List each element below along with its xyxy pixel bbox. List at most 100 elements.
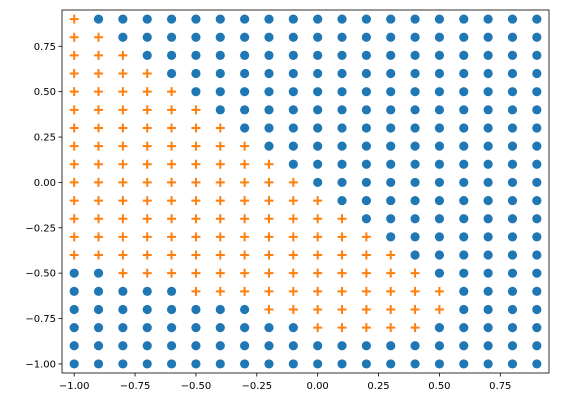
plus-point xyxy=(191,268,201,278)
plus-point xyxy=(410,286,420,296)
circle-point xyxy=(191,87,201,97)
circle-point xyxy=(191,323,201,333)
circle-point xyxy=(410,232,420,242)
plus-point xyxy=(118,123,128,133)
plus-point xyxy=(94,87,104,97)
plus-point xyxy=(313,304,323,314)
circle-point xyxy=(93,323,104,333)
circle-point xyxy=(93,359,104,369)
circle-point xyxy=(532,304,542,315)
circle-point xyxy=(507,159,518,169)
plus-point xyxy=(386,286,396,296)
circle-point xyxy=(166,359,177,369)
circle-point xyxy=(118,286,128,296)
plus-point xyxy=(386,268,396,278)
plus-point xyxy=(142,232,152,242)
circle-point xyxy=(215,304,225,315)
circle-point xyxy=(361,123,371,133)
circle-point xyxy=(483,232,493,242)
circle-point xyxy=(410,141,420,151)
circle-point xyxy=(313,177,323,188)
circle-point xyxy=(93,268,104,278)
circle-point xyxy=(507,14,518,24)
circle-point xyxy=(386,214,396,224)
circle-point xyxy=(288,159,298,169)
plus-point xyxy=(264,286,274,296)
plus-point xyxy=(240,177,250,187)
plus-point xyxy=(337,268,347,278)
circle-point xyxy=(410,105,420,115)
circle-point xyxy=(532,87,542,97)
circle-point xyxy=(532,341,542,351)
circle-point xyxy=(264,14,274,24)
circle-point xyxy=(434,268,445,278)
circle-point xyxy=(264,68,274,79)
circle-point xyxy=(337,105,347,115)
circle-point xyxy=(288,123,298,133)
circle-point xyxy=(410,87,420,97)
plus-point xyxy=(118,159,128,169)
x-tick-label: 0.00 xyxy=(307,381,329,392)
plus-point xyxy=(167,250,177,260)
circle-point xyxy=(434,68,445,79)
circle-point xyxy=(483,214,493,224)
plus-point xyxy=(288,250,298,260)
circle-point xyxy=(459,195,469,206)
plus-point xyxy=(94,141,104,151)
plus-point xyxy=(264,304,274,314)
circle-point xyxy=(337,195,347,206)
circle-point xyxy=(118,14,128,24)
plus-point xyxy=(191,177,201,187)
plus-point xyxy=(69,141,79,151)
circle-point xyxy=(215,68,225,79)
plus-point xyxy=(69,214,79,224)
plus-point xyxy=(313,268,323,278)
circle-point xyxy=(434,32,445,42)
circle-point xyxy=(434,214,445,224)
circle-point xyxy=(215,105,225,115)
circle-point xyxy=(459,286,469,296)
circle-point xyxy=(532,177,542,188)
plus-point xyxy=(94,196,104,206)
plus-point xyxy=(361,268,371,278)
circle-point xyxy=(313,341,323,351)
circle-point xyxy=(264,341,274,351)
plus-point xyxy=(288,268,298,278)
circle-point xyxy=(434,323,445,333)
circle-point xyxy=(483,250,493,260)
circle-point xyxy=(215,14,225,24)
plus-point xyxy=(240,159,250,169)
circle-point xyxy=(386,232,396,242)
plus-point xyxy=(142,123,152,133)
circle-point xyxy=(386,32,396,42)
circle-point xyxy=(459,50,469,60)
plus-point xyxy=(240,214,250,224)
circle-point xyxy=(142,304,152,315)
plus-point xyxy=(118,50,128,60)
circle-point xyxy=(507,87,518,97)
plus-point xyxy=(240,268,250,278)
plus-point xyxy=(240,196,250,206)
plus-point xyxy=(288,286,298,296)
circle-point xyxy=(483,304,493,315)
circle-point xyxy=(361,32,371,42)
plus-point xyxy=(69,87,79,97)
circle-point xyxy=(410,214,420,224)
plus-point xyxy=(69,123,79,133)
circle-point xyxy=(361,359,371,369)
plus-point xyxy=(215,232,225,242)
plus-point xyxy=(118,232,128,242)
circle-point xyxy=(459,214,469,224)
x-tick-label: −0.75 xyxy=(120,381,151,392)
circle-point xyxy=(240,341,250,351)
circle-point xyxy=(142,323,152,333)
circle-point xyxy=(166,68,177,79)
circle-point xyxy=(410,50,420,60)
circle-point xyxy=(313,359,323,369)
circle-point xyxy=(507,250,518,260)
circle-point xyxy=(264,123,274,133)
plus-point xyxy=(264,196,274,206)
circle-point xyxy=(386,123,396,133)
circle-point xyxy=(166,32,177,42)
circle-point xyxy=(532,268,542,278)
